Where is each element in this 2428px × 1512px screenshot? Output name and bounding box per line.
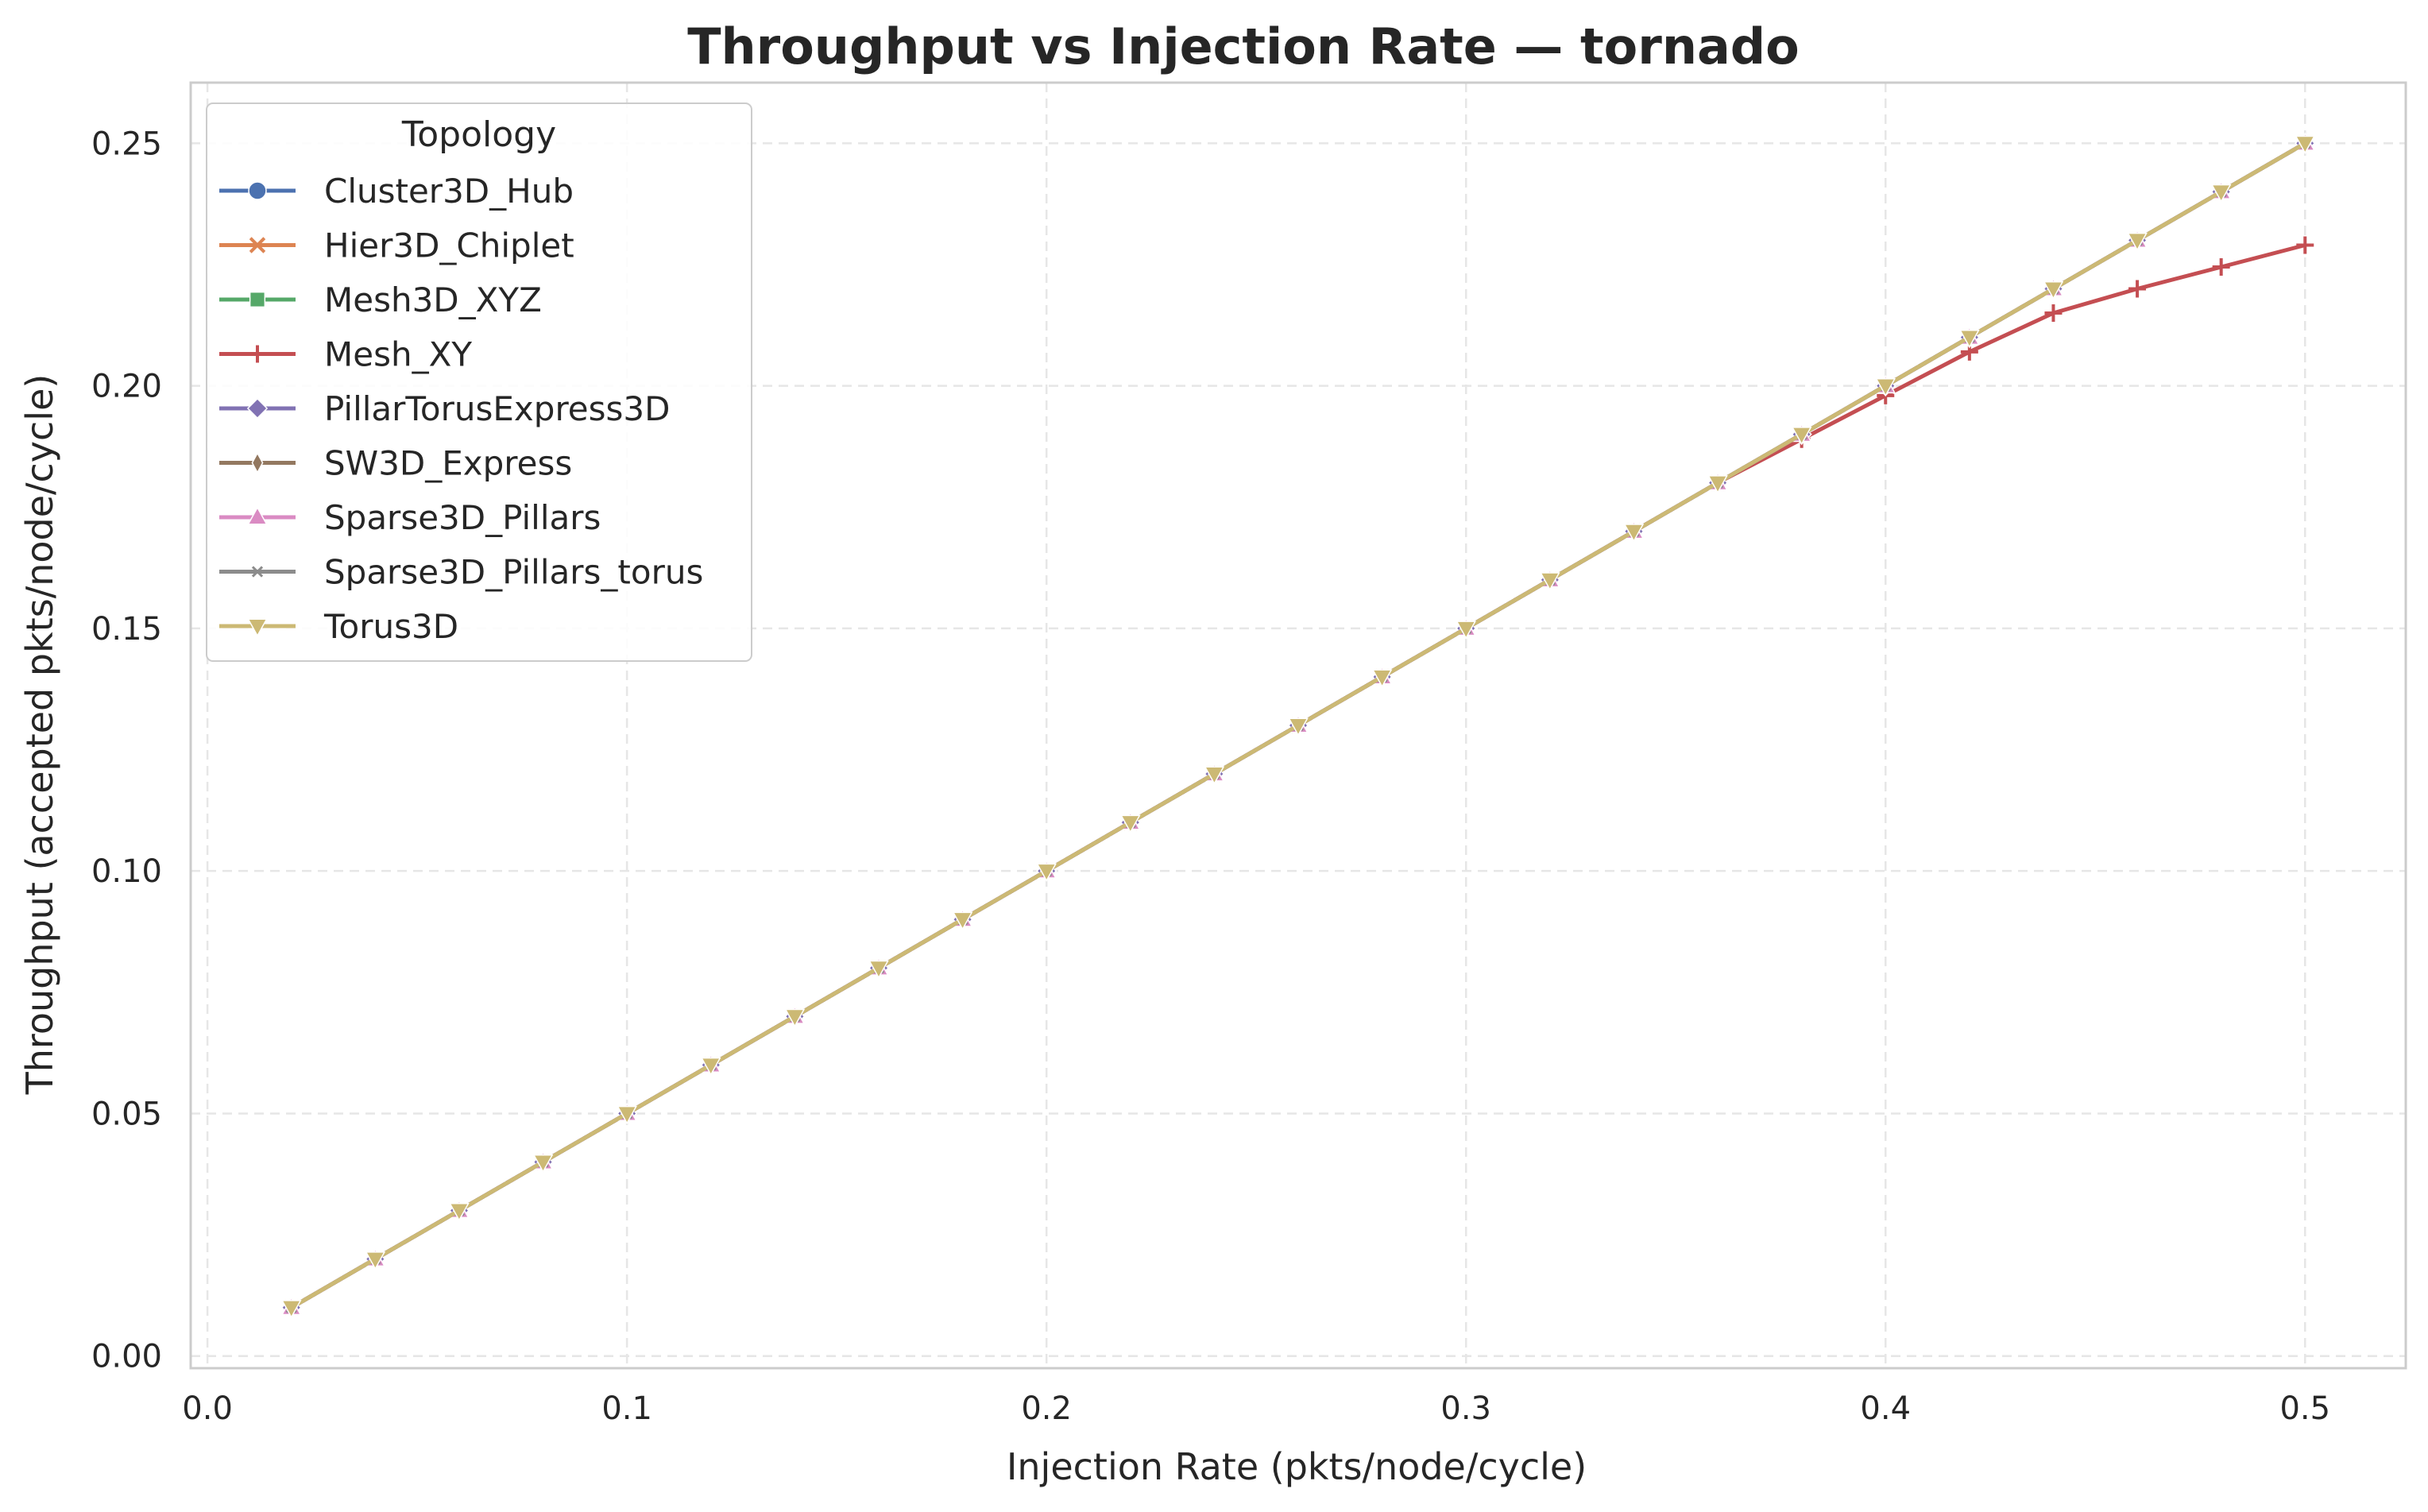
- legend-items: Cluster3D_Hub Hier3D_Chiplet Mesh3D_XYZ Mes…: [219, 172, 703, 646]
- data-point-torus3d: [617, 1105, 637, 1125]
- legend-item-sw3d-express: SW3D_Express: [219, 444, 572, 483]
- data-point-torus3d: [1539, 572, 1560, 591]
- data-point-torus3d: [1456, 621, 1477, 640]
- data-point-torus3d: [365, 1251, 386, 1270]
- y-tick-label: 0.25: [91, 126, 162, 162]
- legend-item-torus3d: Torus3D: [219, 607, 458, 646]
- legend-label: Torus3D: [323, 607, 458, 646]
- x-tick-label: 0.0: [182, 1390, 233, 1427]
- data-point-torus3d: [1623, 524, 1645, 543]
- legend-title: Topology: [401, 114, 556, 155]
- legend-label: SW3D_Express: [324, 444, 572, 483]
- data-point-torus3d: [1204, 766, 1225, 785]
- x-tick-label: 0.5: [2279, 1390, 2330, 1427]
- legend-item-pillartorusexpress3d: PillarTorusExpress3D: [219, 389, 670, 428]
- legend-item-mesh-xy: Mesh_XY: [219, 335, 472, 374]
- legend-label: Sparse3D_Pillars_torus: [324, 553, 703, 592]
- x-tick-label: 0.2: [1021, 1390, 1072, 1427]
- data-point-torus3d: [1875, 378, 1896, 397]
- data-point-torus3d: [2127, 232, 2148, 252]
- legend-marker: [247, 618, 268, 637]
- legend-marker: [249, 345, 266, 363]
- legend-label: Cluster3D_Hub: [324, 172, 574, 211]
- data-point-torus3d: [449, 1203, 470, 1222]
- data-point-torus3d: [2210, 184, 2232, 203]
- legend-label: Sparse3D_Pillars: [324, 498, 601, 537]
- legend-marker: [249, 237, 266, 253]
- data-point-mesh-xy: [2128, 280, 2147, 298]
- data-point-torus3d: [1036, 863, 1057, 882]
- legend-item-sparse3d-pillars: Sparse3D_Pillars: [219, 498, 601, 537]
- y-axis-label: Throughput (accepted pkts/node/cycle): [18, 374, 61, 1096]
- data-point-torus3d: [952, 911, 973, 930]
- x-axis-label: Injection Rate (pkts/node/cycle): [1007, 1445, 1587, 1488]
- data-point-mesh-xy: [2212, 258, 2230, 276]
- legend-item-mesh3d-xyz: Mesh3D_XYZ: [219, 280, 542, 319]
- data-point-torus3d: [2295, 135, 2316, 154]
- legend-label: Mesh3D_XYZ: [324, 280, 542, 319]
- chart-title: Throughput vs Injection Rate — tornado: [687, 17, 1800, 75]
- x-tick-label: 0.1: [601, 1390, 652, 1427]
- y-tick-label: 0.05: [91, 1096, 162, 1132]
- legend-label: Hier3D_Chiplet: [324, 226, 574, 265]
- data-point-mesh-xy: [2044, 304, 2063, 323]
- legend-marker: [247, 506, 268, 525]
- series-lines: [280, 132, 2316, 1319]
- data-point-mesh-xy: [2296, 236, 2314, 254]
- data-point-torus3d: [280, 1300, 302, 1319]
- data-point-torus3d: [1791, 427, 1812, 446]
- series-torus3d: [280, 135, 2316, 1319]
- data-point-torus3d: [784, 1008, 806, 1027]
- data-point-torus3d: [1119, 814, 1141, 833]
- legend-box: [206, 102, 752, 662]
- data-point-torus3d: [532, 1154, 554, 1174]
- y-tick-label: 0.15: [91, 611, 162, 648]
- data-point-torus3d: [1959, 329, 1980, 349]
- legend-marker: [251, 566, 264, 578]
- legend: Topology Cluster3D_Hub Hier3D_Chiplet Mesh…: [206, 102, 752, 662]
- legend-marker: [246, 397, 269, 420]
- legend-marker: [251, 451, 264, 474]
- data-point-torus3d: [700, 1057, 721, 1077]
- data-point-torus3d: [1288, 717, 1309, 737]
- legend-marker: [249, 291, 266, 308]
- legend-label: PillarTorusExpress3D: [324, 389, 670, 428]
- legend-marker: [248, 181, 267, 200]
- legend-item-cluster3d-hub: Cluster3D_Hub: [219, 172, 574, 211]
- y-tick-label: 0.00: [91, 1339, 162, 1375]
- y-tick-label: 0.20: [91, 369, 162, 405]
- data-point-torus3d: [1707, 475, 1728, 494]
- legend-item-sparse3d-pillars-torus: Sparse3D_Pillars_torus: [219, 553, 703, 592]
- data-point-torus3d: [2043, 280, 2064, 300]
- data-point-torus3d: [868, 960, 889, 979]
- legend-label: Mesh_XY: [324, 335, 472, 374]
- legend-item-hier3d-chiplet: Hier3D_Chiplet: [219, 226, 574, 265]
- y-axis-ticks: 0.00 0.05 0.10 0.15 0.20 0.25: [91, 126, 162, 1375]
- x-tick-label: 0.3: [1440, 1390, 1491, 1427]
- plot-area-frame: [189, 81, 2407, 1370]
- data-point-torus3d: [1371, 669, 1393, 688]
- y-tick-label: 0.10: [91, 853, 162, 890]
- x-tick-label: 0.4: [1860, 1390, 1911, 1427]
- x-axis-ticks: 0.0 0.1 0.2 0.3 0.4 0.5: [182, 1390, 2330, 1427]
